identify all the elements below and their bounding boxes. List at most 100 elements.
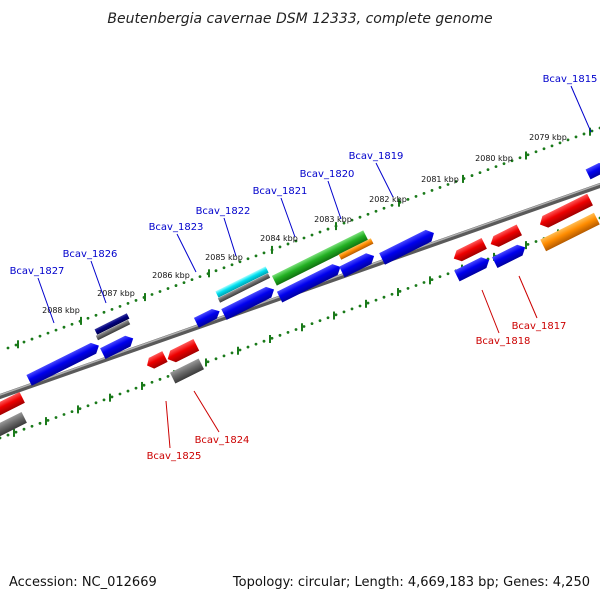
track-dot	[166, 375, 170, 378]
track-dot	[406, 197, 410, 201]
gene-bcav-1818-feature[interactable]	[454, 255, 492, 282]
track-dot	[94, 313, 98, 317]
track-dot	[302, 325, 306, 328]
gene-bcav-1820-stripe[interactable]	[271, 230, 369, 286]
forward-gene-label[interactable]: Bcav_1819	[349, 151, 404, 162]
reverse-gene-label[interactable]: Bcav_1825	[147, 451, 202, 462]
track-dot	[294, 239, 298, 243]
gene-bcav-1821-feature[interactable]	[276, 261, 343, 303]
gene-bcav-1824-feature-b[interactable]	[170, 358, 204, 384]
track-dot	[390, 292, 394, 296]
gene-bcav-1818-reverse[interactable]	[451, 238, 487, 264]
position-tick-label: 2079 kbp	[529, 133, 567, 142]
gene-bcav-1827-reverse-b[interactable]	[0, 412, 27, 438]
track-dot	[86, 316, 90, 320]
forward-gene-label[interactable]: Bcav_1823	[149, 222, 204, 233]
reverse-gene-label[interactable]: Bcav_1818	[476, 336, 531, 347]
reverse-gene-label[interactable]: Bcav_1824	[195, 435, 250, 446]
gene-bcav-1826-feature[interactable]	[100, 333, 136, 359]
track-dot	[310, 322, 314, 325]
track-dot	[70, 322, 74, 326]
forward-gene-label[interactable]: Bcav_1815	[543, 74, 598, 85]
gene-bcav-1820-stripe-b[interactable]	[338, 238, 374, 260]
track-dot	[14, 430, 18, 434]
track-dot	[222, 266, 226, 270]
track-dot	[326, 227, 330, 231]
track-dot	[374, 209, 378, 213]
gene-bcav-1823-feature[interactable]	[193, 306, 222, 328]
reverse-gene-leader	[193, 390, 220, 433]
forward-gene-label[interactable]: Bcav_1820	[300, 169, 355, 180]
gene-bcav-1826-track[interactable]	[94, 313, 130, 335]
gene-bcav-1821-stripe[interactable]	[215, 266, 269, 298]
track-dot	[350, 218, 354, 222]
gene-bcav-1825-feature[interactable]	[144, 351, 168, 371]
track-dot	[430, 278, 434, 281]
gene-bcav-1827-feature[interactable]	[26, 340, 101, 386]
accession-text: Accession: NC_012669	[9, 575, 157, 590]
gene-bcav-1822-feature[interactable]	[221, 284, 276, 320]
track-dot	[30, 337, 34, 341]
gene-bcav-1826-track-b[interactable]	[95, 319, 131, 341]
gene-bcav-1816-feature[interactable]	[540, 212, 600, 252]
track-dot	[174, 284, 178, 287]
track-dot	[62, 325, 66, 329]
track-dot	[278, 245, 282, 249]
reverse-gene-label[interactable]: Bcav_1817	[512, 321, 567, 332]
track-dot	[278, 333, 282, 337]
track-dot	[126, 302, 130, 305]
track-dot	[446, 272, 450, 276]
gene-bcav-1815-feature[interactable]	[585, 161, 600, 180]
track-dot	[46, 331, 50, 335]
track-dot	[38, 421, 42, 425]
track-dot	[118, 392, 122, 396]
forward-gene-leader	[90, 260, 107, 304]
track-dot	[110, 395, 114, 399]
gene-bcav-1816-reverse[interactable]	[537, 193, 593, 231]
track-dot	[110, 307, 114, 311]
forward-gene-label[interactable]: Bcav_1821	[253, 186, 308, 197]
forward-gene-label[interactable]: Bcav_1826	[63, 249, 118, 260]
forward-gene-label[interactable]: Bcav_1827	[10, 266, 65, 277]
track-dot	[502, 162, 506, 166]
track-dot	[142, 383, 146, 387]
track-dot	[190, 278, 194, 282]
track-dot	[150, 380, 154, 384]
track-dot	[574, 135, 578, 139]
track-dot	[150, 293, 154, 296]
gene-bcav-1817-feature[interactable]	[492, 242, 528, 268]
forward-gene-leader	[280, 197, 296, 238]
track-dot	[6, 433, 10, 437]
gene-bcav-1821-stripe-b[interactable]	[217, 273, 271, 303]
track-dot	[358, 304, 362, 308]
track-dot	[38, 334, 42, 338]
track-dot	[350, 307, 354, 311]
track-dot	[94, 401, 98, 405]
forward-gene-label[interactable]: Bcav_1822	[196, 206, 251, 217]
track-dot	[494, 165, 498, 169]
position-tick-label: 2080 kbp	[475, 154, 513, 163]
track-dot	[230, 263, 234, 267]
position-tick-label: 2084 kbp	[260, 234, 298, 243]
track-dot	[534, 240, 538, 243]
track-dot	[342, 221, 346, 225]
track-dot	[14, 343, 18, 347]
gene-bcav-1819-feature[interactable]	[379, 227, 437, 265]
gene-bcav-1827-reverse[interactable]	[0, 392, 25, 418]
track-dot	[238, 260, 242, 264]
track-dot	[158, 377, 162, 381]
track-dot	[54, 416, 58, 419]
track-dot	[438, 275, 442, 279]
track-dot	[222, 354, 226, 358]
gene-bcav-1817-reverse[interactable]	[488, 224, 522, 249]
track-dot	[310, 233, 314, 237]
track-dot	[398, 289, 402, 293]
track-dot	[118, 304, 122, 308]
track-dot	[366, 212, 370, 216]
position-tick-label: 2082 kbp	[369, 195, 407, 204]
track-dot	[326, 316, 330, 320]
gene-bcav-1824-feature[interactable]	[165, 339, 200, 365]
gene-bcav-1820-feature[interactable]	[339, 251, 377, 278]
track-dot	[102, 310, 106, 314]
